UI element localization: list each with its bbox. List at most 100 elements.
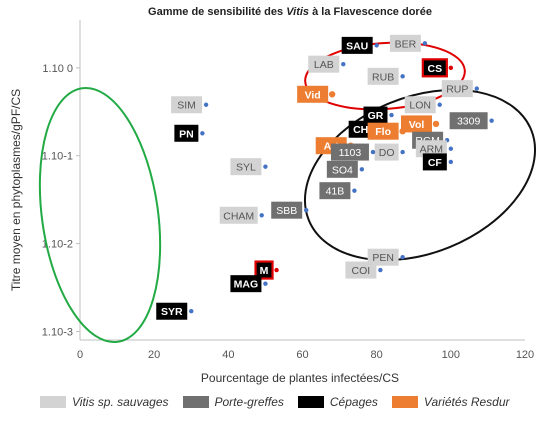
label-box-pen [367,248,399,266]
legend-item-rootstock: Porte-greffes [182,395,284,409]
chart-title: Gamme de sensibilité des Vitis à la Flav… [148,6,432,18]
label-box-pn [174,124,199,142]
label-box-m [254,260,274,280]
point-sbb [304,207,309,213]
point-sim [203,102,209,107]
x-tick-label: 120 [516,349,534,361]
label-box-cham [219,206,258,224]
x-tick-label: 20 [148,349,160,361]
point-mag [263,281,268,286]
point-cs [448,65,454,71]
label-text-sau: SAU [346,40,368,52]
y-tick-label: 1.10-1 [42,151,73,163]
label-box-3309 [449,112,488,130]
label-text-cs: CS [428,63,443,75]
point-do [400,149,405,155]
label-box-ch [348,120,373,138]
x-tick-label: 80 [371,349,383,361]
label-text-vid: Vid [305,89,321,101]
point-3309 [489,118,494,123]
point-41b [352,188,357,193]
chart-title-part-3: à la Flavescence dorée [309,6,432,18]
black-cluster-ellipse [303,88,537,262]
label-box-1103 [330,143,369,161]
legend-swatch-resdur [391,396,418,408]
label-box-vid [297,85,329,103]
label-text-pn: PN [179,128,194,140]
y-tick-label: 1.10 0 [42,63,73,75]
legend: Vitis sp. sauvages Porte-greffes Cépages… [40,395,540,409]
label-box-cs [421,58,448,78]
label-text-lab: LAB [314,59,334,71]
point-so4 [359,167,365,172]
label-box-so4 [326,160,358,178]
label-text-gr: GR [368,110,384,122]
x-tick-label: 0 [77,349,83,361]
label-text-sim: SIM [177,100,196,112]
green-cluster-ellipse [38,86,162,344]
label-text-arm: ARM [420,144,443,156]
label-box-sbb [271,201,303,219]
point-rub [400,74,405,79]
label-text-sbb: SBB [276,205,297,217]
point-lon [437,102,442,107]
y-tick-label: 1.10-2 [42,239,73,251]
point-cf [448,159,454,165]
chart-title-part-1: Gamme de sensibilité des [148,6,286,18]
point-lab [341,61,346,67]
label-box-arm [415,140,447,158]
label-text-coi: COI [352,265,371,277]
label-text-41b: 41B [326,186,345,198]
label-text-rub: RUB [372,71,394,83]
point-rup [474,86,479,91]
label-text-flo: Flo [375,126,391,138]
label-box-41b [319,182,351,200]
label-box-cf [422,153,447,171]
point-vol [432,120,440,128]
label-box-ber [389,34,421,52]
point-m [274,267,279,273]
y-tick-label: 1.10-3 [42,326,73,338]
point-pen [400,255,405,260]
label-box-mag [230,275,262,293]
legend-label-wild: Vitis sp. sauvages [72,395,169,409]
x-tick-label: 60 [296,349,308,361]
label-box-coi [345,261,377,279]
label-box-lab [308,55,340,73]
x-tick-label: 40 [222,349,234,361]
chart-title-part-2: Vitis [286,6,309,18]
label-text-do: DO [379,147,395,159]
label-text-1103: 1103 [339,147,362,159]
label-text-lon: LON [409,100,431,112]
point-gr [389,112,394,118]
point-ber [422,41,428,46]
label-text-ch: CH [353,124,368,136]
legend-item-wild: Vitis sp. sauvages [40,395,169,409]
label-text-pen: PEN [372,252,394,264]
legend-swatch-rootstock [182,396,209,408]
label-box-lon [404,96,436,114]
label-text-cf: CF [428,157,443,169]
legend-item-resdur: Variétés Resdur [391,395,510,409]
label-box-sim [171,96,203,114]
label-text-vol: Vol [409,119,425,131]
point-syr [189,309,194,314]
label-box-do [374,143,399,161]
label-box-flo [367,122,399,140]
label-text-mag: MAG [234,279,259,291]
point-pn [200,131,205,136]
point-syl [263,164,268,169]
legend-label-cepage: Cépages [329,395,378,409]
point-1103 [370,149,376,155]
label-box-vol [401,115,432,133]
legend-swatch-cepage [297,396,324,408]
legend-label-rootstock: Porte-greffes [214,395,284,409]
label-text-rup: RUP [446,84,468,96]
label-text-cham: CHAM [223,210,254,222]
label-box-sau [341,36,373,54]
y-axis-label: Titre moyen en phytoplasmes/gPF/CS [9,89,23,291]
legend-item-cepage: Cépages [297,395,378,409]
point-vid [328,91,336,98]
